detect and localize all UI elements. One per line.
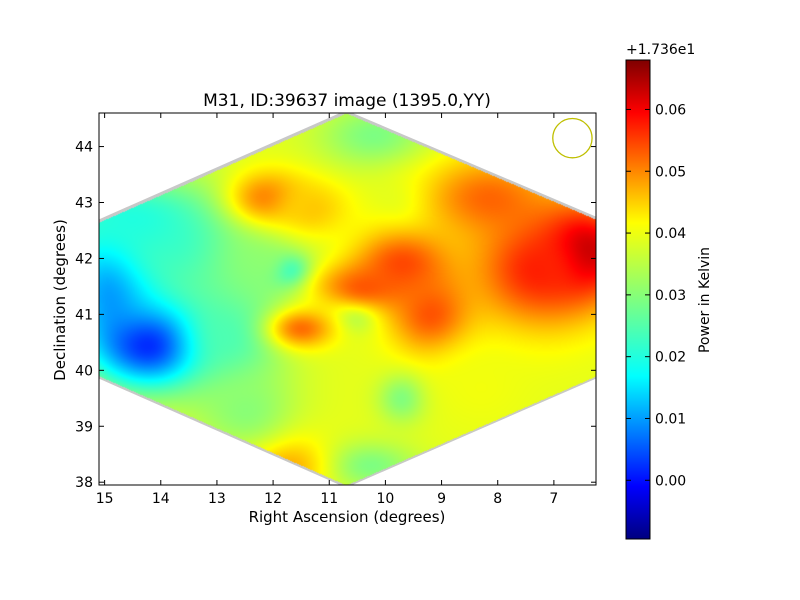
x-tick-label: 8: [493, 491, 502, 507]
colorbar-tick-label: 0.06: [655, 102, 686, 118]
y-tick-label: 38: [75, 475, 93, 491]
x-tick-label: 14: [152, 491, 170, 507]
x-tick-label: 12: [264, 491, 282, 507]
x-tick-label: 7: [549, 491, 558, 507]
y-tick-label: 41: [75, 307, 93, 323]
colorbar-label: Power in Kelvin: [697, 247, 713, 353]
x-tick-label: 11: [320, 491, 338, 507]
y-tick-label: 44: [75, 140, 93, 156]
colorbar-gradient: [625, 59, 651, 540]
colorbar-tick-label: 0.02: [655, 350, 686, 366]
x-tick-label: 10: [376, 491, 394, 507]
y-axis-label: Declination (degrees): [51, 219, 69, 381]
colorbar-tick-label: 0.03: [655, 288, 686, 304]
colorbar-offset-text: +1.736e1: [626, 42, 695, 58]
colorbar-tick-label: 0.01: [655, 411, 686, 427]
x-axis-label: Right Ascension (degrees): [249, 508, 446, 526]
chart-title: M31, ID:39637 image (1395.0,YY): [203, 91, 491, 111]
x-tick-label: 9: [437, 491, 446, 507]
plot-frame: [98, 112, 597, 486]
y-tick-label: 40: [75, 363, 93, 379]
colorbar-tick-label: 0.00: [655, 473, 686, 489]
heatmap-image: [99, 113, 596, 485]
y-axis: 38 39 40 41 42 43 44: [75, 140, 596, 491]
y-tick-label: 43: [75, 196, 93, 212]
x-tick-label: 15: [96, 491, 114, 507]
colorbar-ticks: 0.00 0.01 0.02 0.03 0.04 0.05 0.06: [626, 102, 686, 489]
x-tick-label: 13: [208, 491, 226, 507]
colorbar-tick-label: 0.04: [655, 226, 686, 242]
colorbar: 0.00 0.01 0.02 0.03 0.04 0.05 0.06 +1.736e1 Po…: [625, 42, 713, 540]
y-tick-label: 39: [75, 419, 93, 435]
beam-circle: [552, 117, 593, 159]
x-axis: 15 14 13 12 11 10 9 8 7: [96, 113, 558, 507]
y-tick-label: 42: [75, 251, 93, 267]
plot-area: 15 14 13 12 11 10 9 8 7 38 39 40 41 42 43 44: [75, 112, 597, 507]
colorbar-tick-label: 0.05: [655, 164, 686, 180]
